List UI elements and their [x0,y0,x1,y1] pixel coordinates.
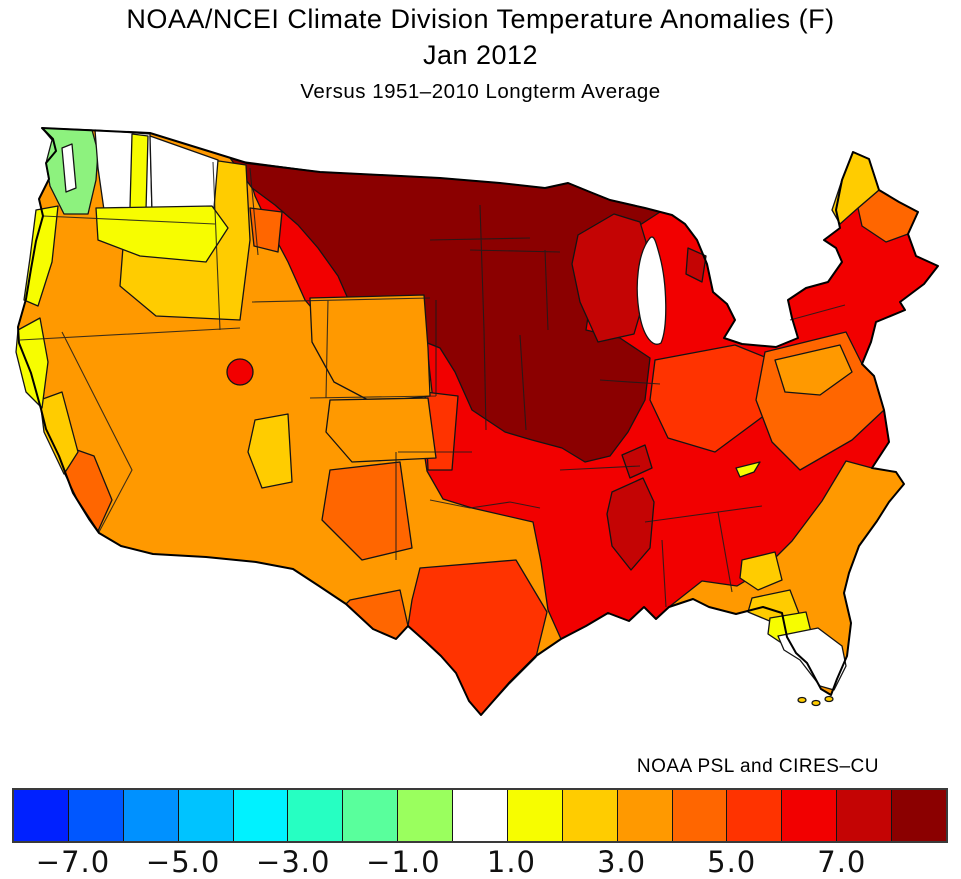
colorbar-tick-label: 7.0 [817,845,867,879]
colorbar-tick-label: −5.0 [145,845,221,879]
colorbar-cell [233,790,289,841]
title-date: Jan 2012 [422,40,539,70]
colorbar-cell [837,790,892,841]
region-central-california-coast-gold [39,391,79,475]
region-wisconsin-firebrick [571,213,647,343]
us-climate-division-map [15,127,939,716]
colorbar-cell [398,790,453,841]
colorbar [12,788,948,843]
colorbar-cell [617,790,673,841]
colorbar-tick-label: −7.0 [35,845,111,879]
florida-keys-dot [797,696,807,704]
region-southeast-georgia-gold [739,551,783,591]
region-north-utah-red-spot [226,358,254,386]
us-national-outline [17,127,939,716]
region-carolina-mountains-yellow [735,461,761,478]
region-south-florida-white [777,627,847,691]
page-title: NOAA/NCEI Climate Division Temperature A… [126,4,835,34]
title-block: NOAA/NCEI Climate Division Temperature A… [0,4,961,104]
region-oregon-coast-yellow [23,205,59,307]
colorbar-cell [453,790,508,841]
colorbar-tick-label: −1.0 [366,845,441,879]
title-baseline: Versus 1951–2010 Longterm Average [300,80,661,103]
colorbar-tick-label: 1.0 [486,845,537,879]
colorbar-cell [892,790,946,841]
region-arkansas-firebrick [621,444,653,479]
attribution-label: NOAA PSL and CIRES–CU [636,756,879,777]
colorbar-cell [123,790,179,841]
florida-keys-dot [811,699,821,707]
florida-keys-dot [824,695,834,703]
region-north-california-coast-yellow [15,317,49,409]
region-colorado-orange [325,397,437,463]
colorbar-cell [288,790,344,841]
division-boundary-lines [19,161,846,608]
colorbar-cell [343,790,399,841]
region-central-texas-orange-red [407,559,548,716]
colorbar-cell [14,790,69,841]
colorbar-cell [782,790,838,841]
region-michigan-thumb-firebrick [685,247,707,283]
colorbar-cells [14,790,946,841]
colorbar-cell [562,790,618,841]
puget-sound-water [61,143,77,193]
region-idaho-dark-orange-spot [249,207,283,253]
colorbar-cell [178,790,234,841]
region-central-utah-gold [247,413,293,489]
colorbar-cell [68,790,124,841]
colorbar-cell [672,790,728,841]
colorbar-cell [727,790,783,841]
colorbar-ticks: −7.0 −5.0 −3.0 −1.0 1.0 3.0 5.0 7.0 [12,843,948,879]
region-ohio-valley-orange-red [649,344,773,453]
region-new-mexico-dark-orange [321,461,413,561]
region-northeast-washington-white [149,135,219,213]
colorbar-cell [507,790,563,841]
lake-michigan-water [636,236,667,345]
colorbar-tick-label: −3.0 [256,845,331,879]
colorbar-tick-label: 5.0 [707,845,757,879]
region-washington-yellow-band [129,133,149,211]
region-mississippi-valley-firebrick [606,477,655,571]
colorbar-tick-label: 3.0 [597,845,647,879]
region-pennsylvania-orange [774,344,853,396]
